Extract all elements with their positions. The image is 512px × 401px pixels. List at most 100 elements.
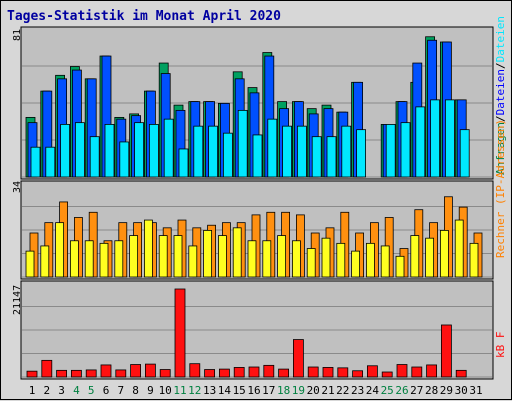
bar-top-seiten-day-11 [178,148,189,178]
bar-bottom-kb-day-7 [115,369,127,378]
day-label-10: 10 [159,384,172,397]
bar-middle-besuche-day-10 [158,235,168,278]
bar-middle-besuche-day-5 [84,240,94,278]
bar-top-seiten-day-9 [148,124,159,178]
legend-entry: Rechner (IP-Adressen) [494,119,507,258]
bar-bottom-kb-day-12 [189,363,201,378]
bar-bottom-kb-day-11 [174,288,186,378]
bar-top-seiten-day-7 [119,141,130,178]
bar-bottom-kb-day-20 [307,366,319,378]
bar-middle-besuche-day-14 [217,235,227,278]
bar-bottom-kb-day-29 [440,324,452,378]
day-label-7: 7 [117,384,124,397]
bar-middle-besuche-day-15 [232,227,242,278]
bar-bottom-kb-day-30 [455,369,467,378]
bar-top-seiten-day-12 [193,125,204,178]
bar-bottom-kb-day-17 [263,364,275,378]
bar-middle-besuche-day-24 [365,242,375,278]
bar-middle-besuche-day-2 [40,245,50,278]
legend-entry: kB F [494,332,507,359]
bar-middle-besuche-day-17 [262,240,272,278]
bar-middle-besuche-day-4 [70,240,79,278]
bar-bottom-kb-day-13 [204,369,216,378]
bar-top-seiten-day-4 [75,122,85,178]
bar-top-seiten-day-26 [400,122,411,178]
bar-top-seiten-day-5 [89,136,100,178]
bar-marks [22,36,492,378]
bar-top-seiten-day-21 [326,136,337,178]
day-label-15: 15 [233,384,246,397]
bar-middle-besuche-day-1 [25,250,35,278]
bar-top-seiten-day-29 [444,99,455,178]
day-label-9: 9 [147,384,154,397]
bar-middle-besuche-day-23 [351,250,361,278]
day-label-11: 11 [173,384,186,397]
bar-middle-besuche-day-22 [336,242,346,278]
day-label-21: 21 [321,384,334,397]
bar-top-seiten-day-1 [30,146,41,178]
bar-middle-besuche-day-25 [380,245,390,278]
bar-bottom-kb-day-16 [248,366,260,378]
bar-top-seiten-day-2 [45,146,56,178]
bar-top-seiten-day-28 [430,99,441,178]
day-label-30: 30 [455,384,468,397]
bar-top-seiten-day-8 [134,122,145,178]
bar-top-seiten-day-6 [104,124,115,178]
bar-bottom-kb-day-25 [381,371,393,378]
bar-top-seiten-day-19 [296,125,307,178]
bar-bottom-kb-day-22 [337,367,349,378]
bar-bottom-kb-day-3 [56,369,67,378]
day-label-18: 18 [277,384,290,397]
bar-bottom-kb-day-18 [278,368,290,378]
panel-visitors-ymax-label: 34 [12,181,23,193]
day-label-12: 12 [188,384,201,397]
day-label-16: 16 [247,384,260,397]
bar-middle-besuche-day-3 [55,222,64,278]
bar-middle-besuche-day-6 [99,242,109,278]
bar-middle-besuche-day-7 [114,240,124,278]
bar-bottom-kb-day-4 [71,369,82,378]
bar-top-seiten-day-3 [60,124,70,178]
bar-top-seiten-day-14 [222,132,233,178]
bar-middle-besuche-day-29 [439,230,449,278]
legend-entry: Dateien [494,69,507,115]
bar-bottom-kb-day-26 [396,364,408,378]
day-label-5: 5 [88,384,95,397]
bar-bottom-kb-day-24 [366,365,378,378]
chart-title: Tages-Statistik im Monat April 2020 [7,9,281,24]
panel-kbytes-legend: kB F [494,332,507,359]
bar-bottom-kb-day-6 [100,364,112,378]
bar-top-seiten-day-23 [356,129,367,178]
day-label-3: 3 [58,384,65,397]
bar-middle-besuche-day-31 [469,242,479,278]
bar-bottom-kb-day-14 [218,368,230,378]
bar-bottom-kb-day-8 [130,364,142,378]
day-label-22: 22 [336,384,349,397]
bar-bottom-kb-day-15 [233,367,245,378]
panel-hits-legend: Anfragen/Dateien/Dateien [494,16,507,175]
day-label-2: 2 [43,384,50,397]
day-label-4: 4 [73,384,80,397]
legend-entry: / [494,62,507,69]
bar-top-seiten-day-30 [459,129,470,178]
legend-entry: Dateien [494,16,507,62]
day-label-27: 27 [410,384,423,397]
day-label-28: 28 [425,384,438,397]
bar-middle-besuche-day-21 [321,237,331,278]
bar-middle-besuche-day-27 [410,235,420,278]
bar-middle-besuche-day-16 [247,240,257,278]
day-label-8: 8 [132,384,139,397]
day-label-20: 20 [307,384,320,397]
bar-bottom-kb-day-1 [26,370,38,378]
bar-top-seiten-day-15 [237,109,248,178]
bar-middle-besuche-day-8 [129,235,139,278]
bar-bottom-kb-day-19 [292,339,304,378]
day-label-23: 23 [351,384,364,397]
day-label-19: 19 [292,384,305,397]
day-label-26: 26 [395,384,408,397]
legend-entry: / [494,115,507,122]
bar-middle-besuche-day-9 [143,219,153,278]
bar-top-seiten-day-27 [415,106,426,178]
bar-middle-besuche-day-19 [291,240,301,278]
